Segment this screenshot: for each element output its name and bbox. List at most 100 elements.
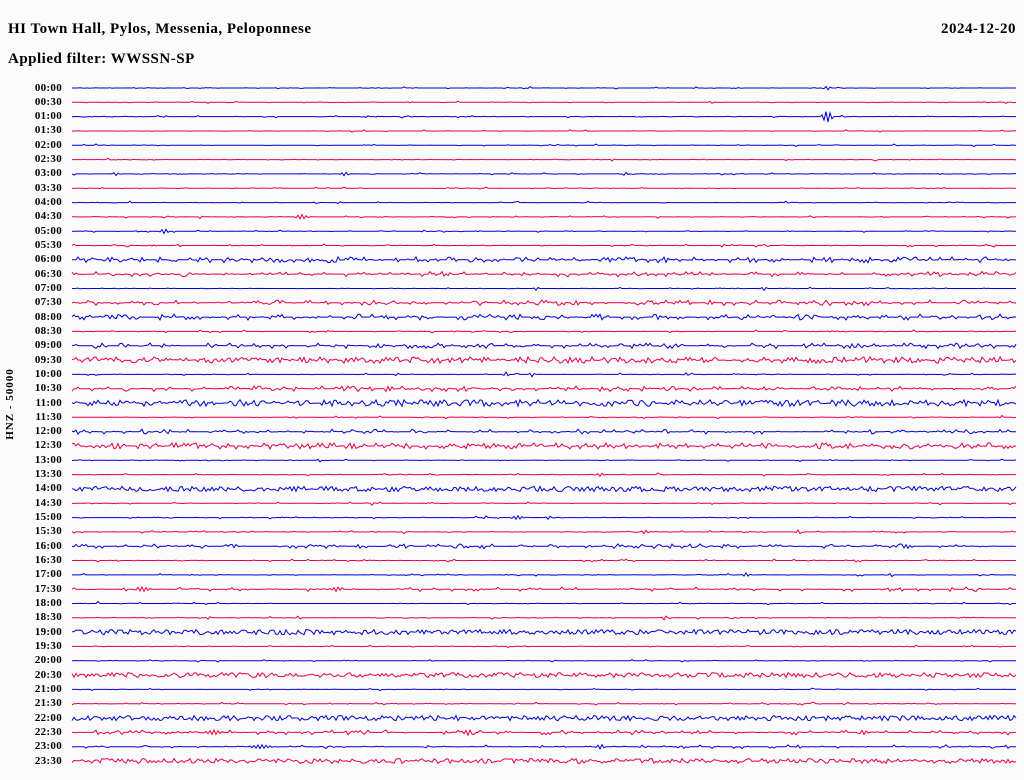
time-label: 02:30 [34,153,62,166]
trace-row-2230 [72,728,1016,737]
time-label: 12:00 [34,425,62,438]
trace-row-0500 [72,228,1016,235]
time-label: 09:00 [34,339,62,352]
trace-row-2000 [72,659,1016,663]
time-label: 13:00 [34,453,62,466]
time-label: 15:30 [34,525,62,538]
time-label: 14:30 [34,496,62,509]
time-label: 23:00 [34,740,62,753]
trace-row-0330 [71,186,1016,190]
trace-row-0630 [71,270,1017,278]
time-label: 16:30 [34,554,62,567]
time-label: 22:30 [34,725,62,738]
trace-row-0730 [71,299,1017,307]
time-label: 06:30 [34,267,62,280]
time-label: 22:00 [34,711,62,724]
trace-row-0030 [72,100,1017,104]
time-label: 00:00 [34,81,62,94]
time-label: 16:00 [34,539,62,552]
trace-row-1330 [71,472,1016,478]
time-label: 18:30 [34,611,62,624]
trace-row-1500 [72,514,1017,521]
trace-row-0930 [71,355,1017,365]
trace-row-0600 [72,255,1017,264]
trace-row-1200 [71,428,1016,435]
trace-row-1700 [72,571,1017,578]
time-label: 19:30 [34,639,62,652]
time-label: 10:00 [34,367,62,380]
trace-row-0100 [71,111,1016,123]
time-label: 23:30 [34,754,62,767]
trace-row-1930 [72,644,1016,648]
trace-row-1230 [71,441,1016,450]
trace-row-1730 [71,585,1017,593]
trace-row-1630 [72,558,1016,563]
trace-row-2300 [71,743,1016,751]
time-label: 11:30 [35,410,62,423]
trace-row-2330 [71,757,1017,765]
time-label: 07:00 [34,281,62,294]
time-label: 06:00 [34,253,62,266]
time-label: 08:30 [34,324,62,337]
time-label: 17:00 [34,568,62,581]
trace-row-1100 [71,398,1017,408]
time-label: 11:00 [35,396,62,409]
time-label: 05:30 [34,239,62,251]
time-label: 02:00 [34,138,62,151]
trace-row-0900 [71,342,1017,350]
trace-row-1800 [72,600,1017,606]
time-label: 10:30 [34,382,62,395]
time-label: 08:00 [34,310,62,323]
trace-row-0530 [71,243,1016,248]
trace-row-1830 [72,615,1016,621]
time-label: 20:30 [34,668,62,681]
record-date: 2024-12-20 [941,21,1016,37]
time-label: 14:00 [34,482,62,495]
trace-row-1530 [71,529,1017,535]
trace-row-0800 [71,313,1017,321]
time-label: 18:00 [34,596,62,609]
trace-row-1600 [71,543,1017,550]
trace-row-2200 [71,714,1017,722]
time-label: 15:00 [34,511,62,524]
time-label: 00:30 [34,95,62,108]
time-label: 19:00 [34,625,62,638]
trace-row-1400 [71,485,1017,493]
station-title: HI Town Hall, Pylos, Messenia, Peloponne… [8,21,312,37]
trace-row-0830 [72,329,1017,334]
time-label: 07:30 [34,296,62,309]
trace-row-1300 [71,458,1017,463]
trace-row-1130 [71,414,1017,420]
trace-row-2130 [71,701,1016,706]
time-label: 01:00 [34,110,62,123]
trace-row-0430 [71,213,1016,221]
trace-row-0200 [72,143,1016,148]
time-label: 04:00 [34,196,62,209]
time-label: 21:30 [34,697,62,710]
time-label: 13:30 [34,468,62,481]
applied-filter-label: Applied filter: WWSSN-SP [8,51,195,67]
trace-row-0300 [71,171,1017,177]
time-label: 17:30 [34,582,62,595]
trace-row-0400 [72,200,1016,205]
time-label: 04:30 [34,210,62,223]
time-label: 21:00 [34,682,62,695]
time-label: 05:00 [34,224,62,237]
trace-row-0000 [72,85,1016,91]
trace-row-1000 [71,370,1017,378]
trace-row-2030 [71,671,1017,679]
trace-row-1900 [71,628,1017,636]
trace-row-1430 [71,501,1016,506]
time-label: 20:00 [34,654,62,667]
trace-row-2100 [72,687,1017,692]
time-label: 03:30 [34,181,62,194]
trace-row-0700 [72,286,1016,292]
time-label: 01:30 [34,124,62,137]
time-label: 03:00 [34,167,62,180]
time-label: 12:30 [34,439,62,452]
trace-row-0230 [72,157,1017,162]
trace-row-0130 [72,129,1017,133]
time-label: 09:30 [34,353,62,366]
